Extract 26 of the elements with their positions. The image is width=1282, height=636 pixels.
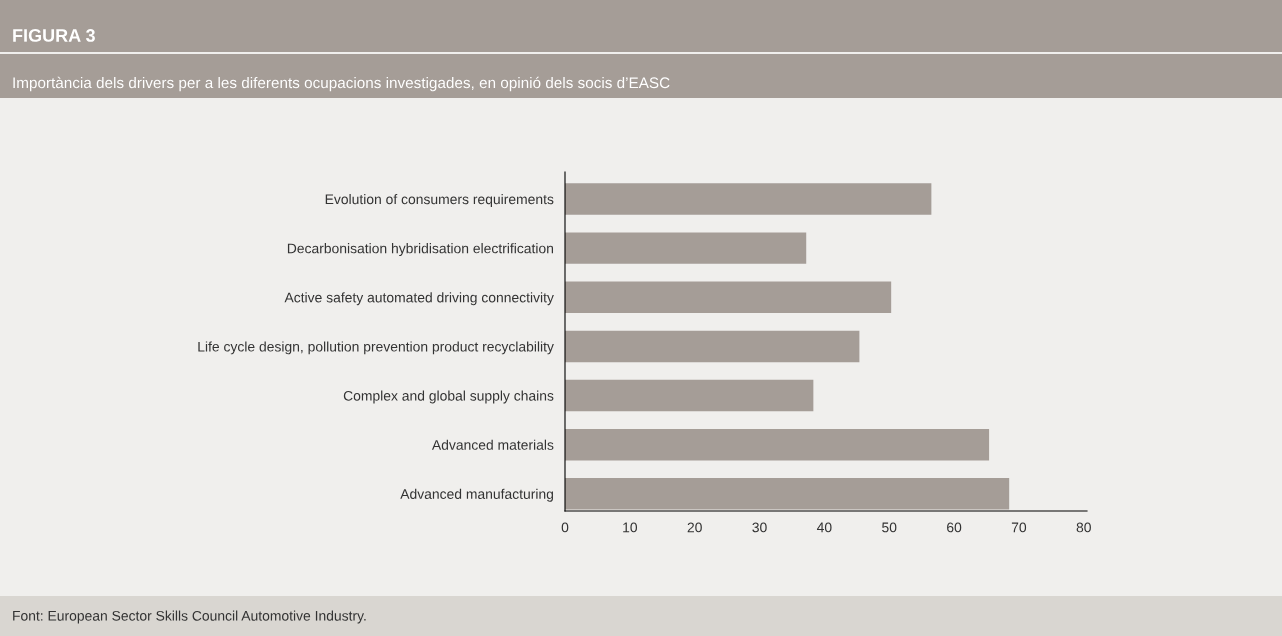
y-tick-label: Advanced materials: [431, 439, 554, 450]
bar: [565, 428, 990, 461]
x-tick-label: 50: [882, 522, 897, 533]
text: FIGURA 3: [13, 29, 95, 42]
x-tick-label: 40: [816, 522, 832, 533]
x-tick-label: 70: [1011, 522, 1027, 533]
x-tick-label: 0: [561, 522, 569, 533]
x-tick-label: 10: [623, 522, 638, 533]
bar: [565, 183, 932, 215]
y-tick-label: Life cycle design, pollution prevention product recyclability: [198, 341, 554, 355]
y-tick-label: Advanced manufacturing: [400, 488, 553, 502]
x-tick-label: 80: [1076, 522, 1091, 533]
text: Importància dels drivers per a les diferents ocupacions investigades, en opinió dels socis d’EASC: [13, 76, 670, 92]
y-tick-label: Decarbonisation hybridisation electrification: [287, 243, 553, 257]
x-tick-label: 60: [947, 522, 962, 533]
bar: [565, 232, 807, 264]
y-tick-label: Evolution of consumers requirements: [325, 193, 554, 207]
bar: [565, 379, 814, 412]
bar: [565, 281, 892, 313]
bar: [565, 330, 860, 363]
y-tick-label: Complex and global supply chains: [343, 390, 554, 404]
text: Font: European Sector Skills Council Automotive Industry.: [13, 610, 366, 624]
y-tick-label: Active safety automated driving connectivity: [284, 292, 554, 306]
bar: [565, 478, 1010, 510]
x-tick-label: 20: [687, 522, 702, 533]
x-tick-label: 30: [752, 522, 767, 533]
